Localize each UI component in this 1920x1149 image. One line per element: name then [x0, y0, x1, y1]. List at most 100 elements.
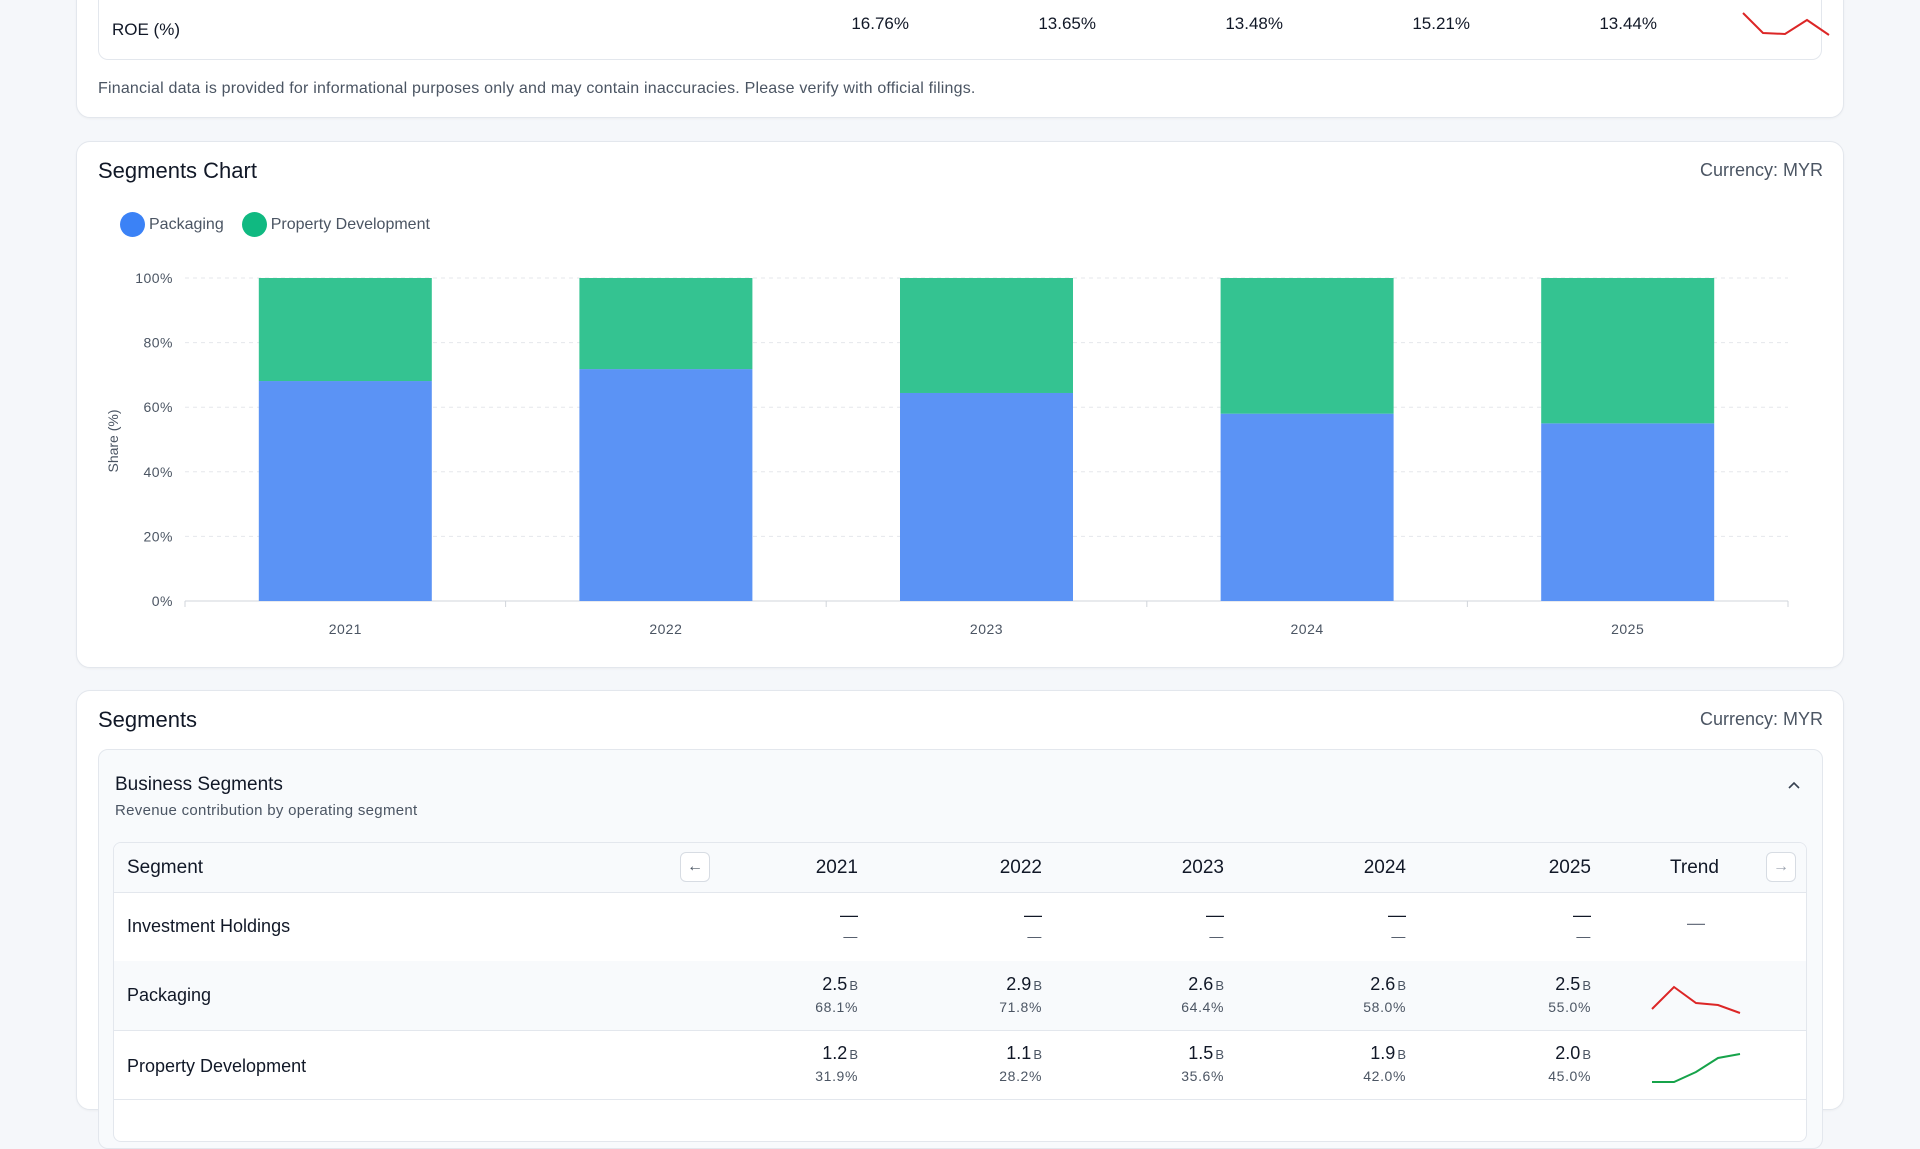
- cell-percent: —: [1391, 928, 1406, 944]
- stacked-bar-chart: 0% 20% 40% 60% 80% 100% Share (%) 2021 2022 2023 2…: [105, 270, 1789, 637]
- segment-cell: 2.5 B 55.0%: [1491, 973, 1591, 1017]
- cell-value: —: [840, 905, 858, 925]
- segment-cell: — —: [758, 904, 858, 946]
- cell-value: —: [1206, 905, 1224, 925]
- roe-value-2021: 16.76%: [851, 14, 909, 33]
- arrow-right-icon: →: [1773, 858, 1789, 875]
- cell-percent: 58.0%: [1363, 999, 1406, 1015]
- bar-property-development-2025: [1541, 278, 1715, 424]
- bar-property-development-2024: [1220, 278, 1394, 414]
- y-tick-label: 80%: [143, 335, 173, 351]
- cell-value: 2.6 B: [1188, 974, 1224, 994]
- cell-percent: 35.6%: [1181, 1068, 1224, 1084]
- chevron-up-icon[interactable]: [1788, 780, 1800, 792]
- header-year-2023: 2023: [1181, 857, 1224, 878]
- cell-value: 2.5 B: [822, 974, 858, 994]
- cell-percent: 71.8%: [999, 999, 1042, 1015]
- legend-label-property-development: Property Development: [270, 215, 430, 233]
- bar-packaging-2024: [1220, 413, 1394, 601]
- cell-value: 1.5 B: [1188, 1043, 1224, 1063]
- cell-value: 2.6 B: [1370, 974, 1406, 994]
- segment-name: Property Development: [127, 1056, 307, 1076]
- financials-card: ROE (%) 16.76% 13.65% 13.48% 15.21% 13.4…: [76, 0, 1844, 118]
- y-tick-label: 0%: [152, 593, 173, 609]
- scroll-right-button[interactable]: →: [1766, 852, 1796, 882]
- segment-name: Packaging: [127, 985, 212, 1005]
- segment-cell: 1.5 B 35.6%: [1124, 1042, 1224, 1086]
- segment-cell: 1.2 B 31.9%: [758, 1042, 858, 1086]
- roe-value-2022: 13.65%: [1038, 14, 1096, 33]
- segment-cell: 2.6 B 58.0%: [1306, 973, 1406, 1017]
- chart-currency-label: Currency: MYR: [1699, 160, 1823, 180]
- cell-percent: —: [1027, 928, 1042, 944]
- roe-value-2025: 13.44%: [1599, 14, 1657, 33]
- segment-cell: 2.0 B 45.0%: [1491, 1042, 1591, 1086]
- bar-packaging-2025: [1541, 423, 1715, 601]
- roe-row: ROE (%) 16.76% 13.65% 13.48% 15.21% 13.4…: [98, 0, 1830, 60]
- segments-chart-title: Segments Chart: [98, 158, 257, 183]
- bar-packaging-2021: [258, 381, 432, 601]
- segments-table: Segment ← 2021 2022 2023 2024 2025 Trend…: [113, 842, 1807, 1142]
- header-year-2025: 2025: [1548, 857, 1591, 878]
- cell-percent: 45.0%: [1548, 1068, 1591, 1084]
- trend-empty: —: [1687, 913, 1705, 933]
- disclaimer-text: Financial data is provided for informati…: [98, 80, 976, 97]
- segment-cell: — —: [1306, 904, 1406, 946]
- cell-value: 2.9 B: [1006, 974, 1042, 994]
- legend-swatch-packaging: [120, 212, 145, 237]
- bar-property-development-2023: [900, 278, 1073, 393]
- x-tick-label: 2022: [649, 621, 682, 637]
- segment-cell: — —: [942, 904, 1042, 946]
- legend-item-packaging[interactable]: Packaging: [120, 212, 224, 237]
- header-year-2022: 2022: [999, 857, 1042, 878]
- y-axis-label: Share (%): [105, 409, 121, 472]
- property-trend-line: [1652, 1053, 1741, 1083]
- chart-legend: Packaging Property Development: [120, 212, 442, 237]
- legend-swatch-property-development: [241, 212, 267, 237]
- cell-value: 1.2 B: [822, 1043, 858, 1063]
- business-segments-subtitle: Revenue contribution by operating segmen…: [115, 802, 418, 819]
- bar-property-development-2021: [258, 278, 432, 382]
- roe-value-2023: 13.48%: [1225, 14, 1283, 33]
- segment-cell: — —: [1491, 904, 1591, 946]
- cell-percent: 28.2%: [999, 1068, 1042, 1084]
- scroll-left-button[interactable]: ←: [680, 852, 710, 882]
- packaging-trend-sparkline: [1651, 985, 1741, 1014]
- roe-value-2024: 15.21%: [1412, 14, 1470, 33]
- roe-trend-line: [1742, 12, 1830, 36]
- business-segments-title: Business Segments: [115, 774, 283, 795]
- header-year-2021: 2021: [815, 857, 858, 878]
- cell-percent: 68.1%: [815, 999, 858, 1015]
- packaging-trend-line: [1651, 985, 1741, 1014]
- cell-percent: 31.9%: [815, 1068, 858, 1084]
- bar-packaging-2022: [579, 369, 753, 601]
- table-header: Segment ← 2021 2022 2023 2024 2025 Trend…: [114, 843, 1806, 893]
- y-tick-label: 40%: [143, 464, 173, 480]
- segment-cell: — —: [1124, 904, 1224, 946]
- cell-value: —: [1573, 905, 1591, 925]
- cell-value: —: [1388, 905, 1406, 925]
- property-trend-sparkline: [1652, 1053, 1741, 1083]
- segment-cell: 2.9 B 71.8%: [942, 973, 1042, 1017]
- cell-value: —: [1024, 905, 1042, 925]
- cell-value: 1.1 B: [1006, 1043, 1042, 1063]
- legend-item-property-development[interactable]: Property Development: [241, 212, 430, 237]
- cell-value: 1.9 B: [1370, 1043, 1406, 1063]
- segments-title: Segments: [98, 707, 198, 732]
- segment-cell: 2.5 B 68.1%: [758, 973, 858, 1017]
- cell-percent: —: [843, 928, 858, 944]
- y-tick-label: 20%: [143, 528, 173, 544]
- cell-value: 2.5 B: [1555, 974, 1591, 994]
- arrow-left-icon: ←: [687, 858, 703, 875]
- y-tick-label: 100%: [135, 270, 173, 286]
- business-segments-panel: Business Segments Revenue contribution b…: [98, 749, 1823, 1149]
- segment-cell: 2.6 B 64.4%: [1124, 973, 1224, 1017]
- table-row: Property Development 1.2 B 31.9% 1.1 B 28.2%…: [114, 1030, 1806, 1100]
- legend-label-packaging: Packaging: [149, 215, 224, 233]
- x-tick-label: 2023: [970, 621, 1003, 637]
- cell-value: 2.0 B: [1555, 1043, 1591, 1063]
- roe-trend-sparkline: [1742, 12, 1830, 36]
- segment-name: Investment Holdings: [127, 916, 291, 936]
- header-trend: Trend: [1670, 857, 1719, 878]
- roe-label: ROE (%): [112, 20, 180, 39]
